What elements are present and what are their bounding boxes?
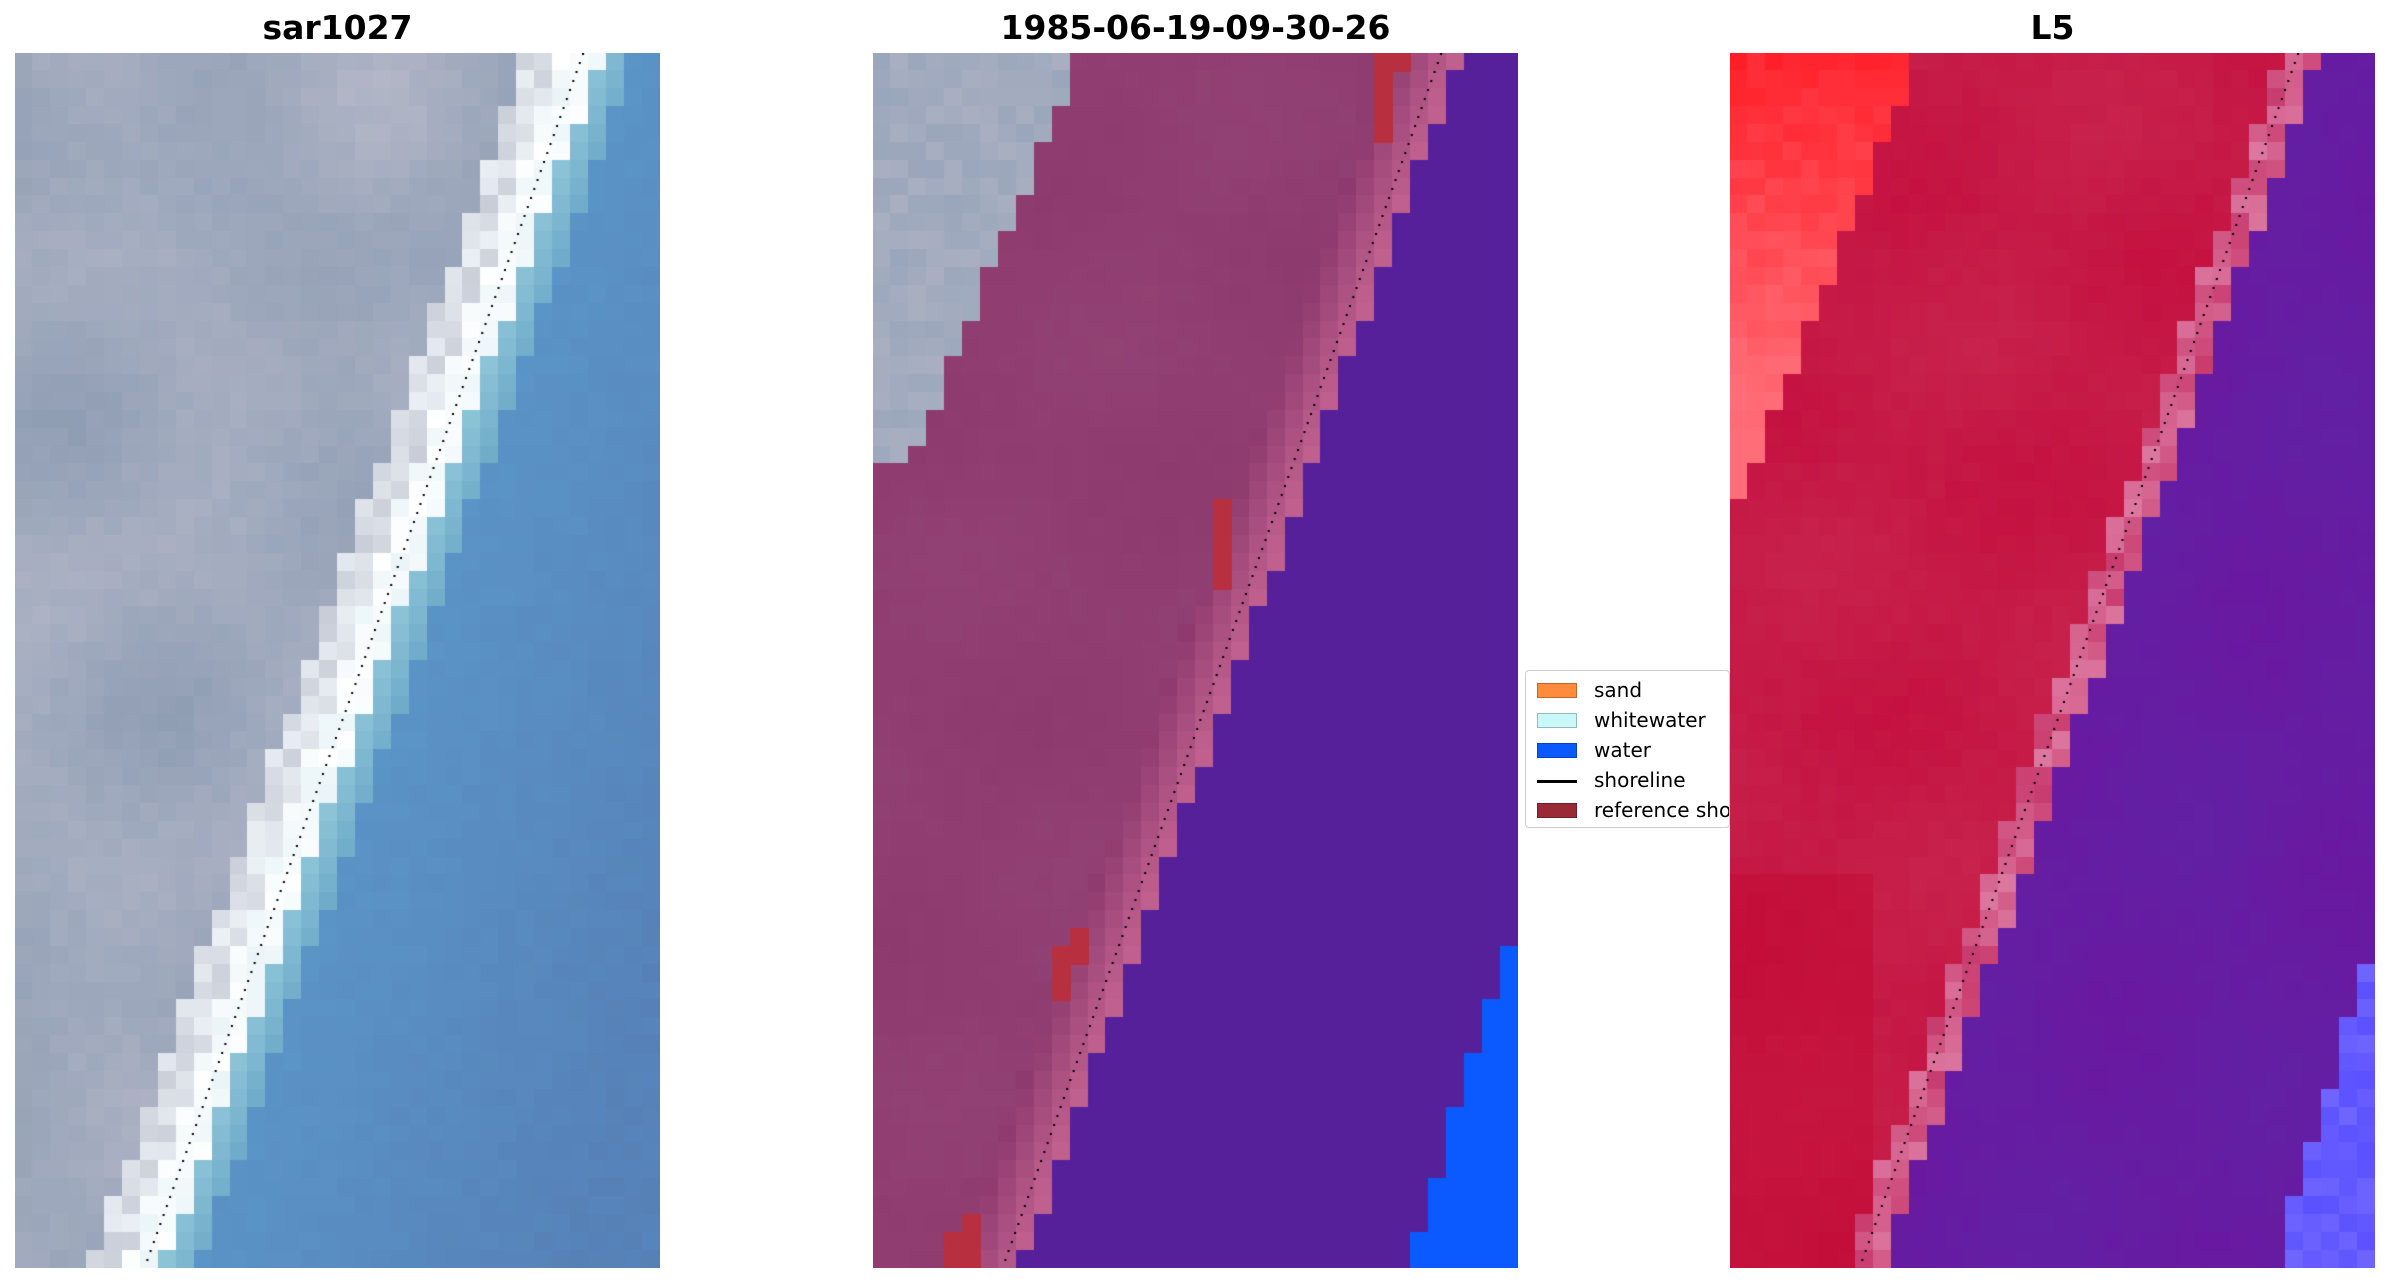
index-image-panel: [1730, 53, 2375, 1268]
legend-swatch-whitewater: [1537, 713, 1577, 728]
legend-item-sand: sand: [1526, 675, 1729, 705]
legend-swatch-sand: [1537, 683, 1577, 698]
classified-image-panel: [873, 53, 1518, 1268]
legend-label-water: water: [1594, 738, 1651, 762]
legend-label-reference-shoreline: reference shoreline: [1594, 798, 1730, 822]
panel-title-index: L5: [2030, 8, 2075, 47]
legend-swatch-water: [1537, 743, 1577, 758]
legend-label-whitewater: whitewater: [1594, 708, 1706, 732]
legend: sand whitewater water shoreline referenc…: [1525, 670, 1730, 828]
legend-line-shoreline: [1537, 780, 1577, 783]
legend-swatch-reference-shoreline: [1537, 803, 1577, 818]
legend-label-sand: sand: [1594, 678, 1643, 702]
legend-item-shoreline: shoreline: [1526, 765, 1729, 795]
legend-item-water: water: [1526, 735, 1729, 765]
panel-title-classified: 1985-06-19-09-30-26: [1000, 8, 1391, 47]
panel-title-rgb: sar1027: [262, 8, 413, 47]
legend-label-shoreline: shoreline: [1594, 768, 1686, 792]
rgb-image-panel: [15, 53, 660, 1268]
legend-item-reference-shoreline: reference shoreline: [1526, 795, 1730, 825]
legend-item-whitewater: whitewater: [1526, 705, 1729, 735]
